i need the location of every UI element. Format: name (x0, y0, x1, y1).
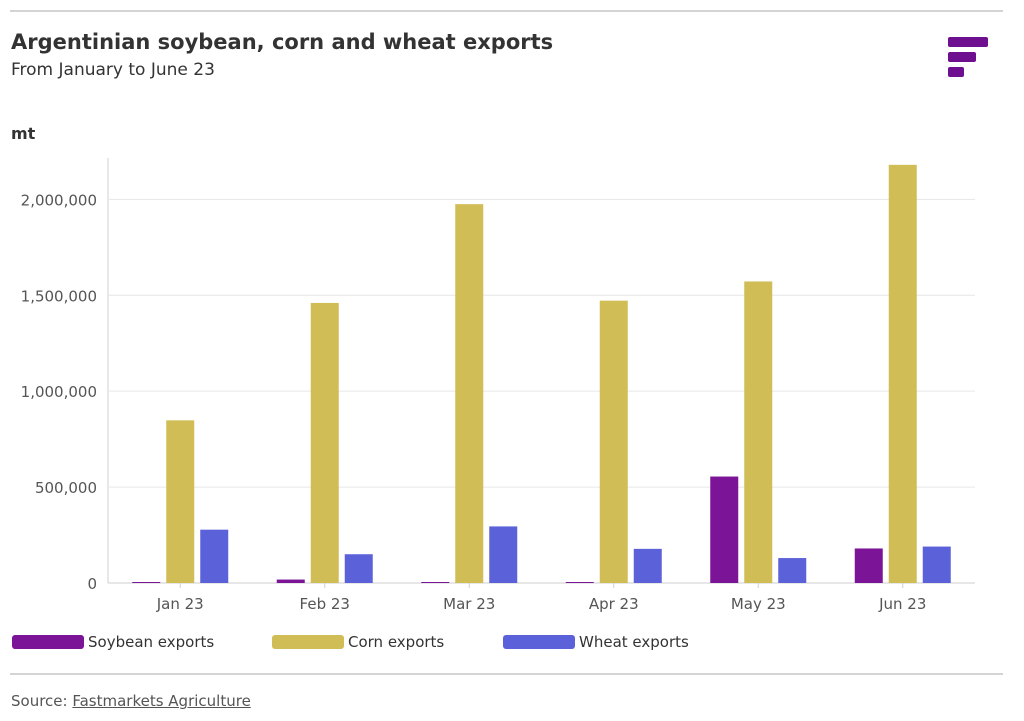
x-tick-label: Jan 23 (156, 595, 204, 613)
y-tick-label: 1,000,000 (21, 383, 97, 401)
y-tick-label: 500,000 (35, 479, 97, 497)
bar-corn (599, 300, 628, 583)
chart-legend: Soybean exports Corn exports Wheat expor… (0, 633, 1024, 657)
y-tick-label: 0 (87, 575, 97, 593)
legend-swatch-corn (272, 635, 344, 649)
bar-wheat (633, 548, 662, 583)
source-prefix: Source: (11, 692, 73, 710)
bar-corn (744, 281, 773, 583)
bar-wheat (200, 529, 229, 583)
y-tick-label: 1,500,000 (21, 287, 97, 305)
bottom-divider (10, 673, 1003, 675)
x-tick-label: Jun 23 (878, 595, 926, 613)
bar-wheat (489, 526, 518, 583)
source-note: Source: Fastmarkets Agriculture (11, 692, 251, 710)
chart-title: Argentinian soybean, corn and wheat expo… (11, 30, 554, 54)
bar-chart: 0 500,000 1,000,000 1,500,000 2,000,000 Jan … (21, 158, 975, 613)
bar-wheat (778, 558, 807, 583)
bar-corn (455, 204, 484, 583)
chart-subtitle: From January to June 23 (11, 60, 215, 80)
bar-soybean (710, 476, 739, 583)
legend-item-corn[interactable]: Corn exports (272, 633, 444, 651)
bars (132, 164, 951, 583)
y-tick-label: 2,000,000 (21, 191, 97, 209)
legend-item-wheat[interactable]: Wheat exports (503, 633, 689, 651)
gridlines (107, 158, 975, 584)
source-link[interactable]: Fastmarkets Agriculture (72, 692, 251, 710)
fastmarkets-logo-icon (948, 37, 988, 79)
x-tick-label: Apr 23 (589, 595, 639, 613)
bar-soybean (565, 582, 594, 583)
top-divider (10, 10, 1003, 12)
bar-wheat (922, 546, 951, 583)
legend-item-soybean[interactable]: Soybean exports (12, 633, 214, 651)
x-tick-label: May 23 (731, 595, 786, 613)
bar-soybean (421, 582, 450, 583)
legend-swatch-soybean (12, 635, 84, 649)
bar-soybean (132, 582, 161, 583)
x-axis-ticks: Jan 23 Feb 23 Mar 23 Apr 23 May 23 Jun 23 (156, 583, 926, 613)
bar-soybean (854, 548, 883, 583)
bar-wheat (344, 554, 373, 583)
legend-swatch-wheat (503, 635, 575, 649)
bar-corn (310, 302, 339, 583)
y-axis-ticks: 0 500,000 1,000,000 1,500,000 2,000,000 (21, 191, 97, 593)
legend-label-corn: Corn exports (348, 633, 445, 651)
legend-label-wheat: Wheat exports (579, 633, 689, 651)
bar-soybean (276, 579, 305, 583)
legend-label-soybean: Soybean exports (88, 633, 215, 651)
y-axis-unit-label: mt (11, 124, 36, 143)
x-tick-label: Mar 23 (443, 595, 495, 613)
bar-corn (888, 164, 917, 583)
x-tick-label: Feb 23 (300, 595, 350, 613)
bar-corn (166, 420, 195, 583)
